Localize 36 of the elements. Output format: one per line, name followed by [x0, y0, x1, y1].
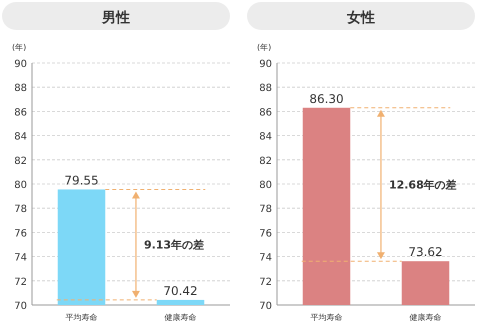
y-tick-label: 72	[14, 276, 27, 288]
data-label: 73.62	[408, 245, 443, 260]
y-axis-title: (年)	[257, 43, 272, 52]
y-tick-label: 86	[259, 107, 272, 118]
y-tick-label: 74	[259, 252, 272, 264]
y-tick-label: 76	[259, 228, 272, 240]
y-tick-label: 84	[259, 132, 272, 143]
annotation: 12.68年の差	[388, 178, 457, 192]
x-tick-label: 平均寿命	[66, 313, 98, 322]
chart-title: 女性	[346, 10, 375, 26]
data-label: 86.30	[309, 92, 344, 106]
y-tick-label: 90	[14, 59, 27, 70]
y-tick-label: 74	[14, 252, 27, 264]
x-tick-label: 健康寿命	[164, 313, 196, 322]
x-tick-label: 平均寿命	[310, 313, 342, 322]
y-tick-label: 90	[259, 59, 272, 70]
y-tick-label: 76	[14, 228, 27, 240]
data-label: 70.42	[163, 284, 198, 298]
y-tick-label: 78	[14, 204, 27, 216]
y-tick-label: 70	[14, 301, 27, 312]
annotation: 9.13年の差	[144, 238, 204, 252]
y-tick-label: 72	[259, 276, 272, 288]
chart-title: 男性	[101, 10, 130, 26]
y-tick-label: 84	[14, 132, 27, 143]
y-tick-label: 82	[259, 156, 272, 167]
y-tick-label: 70	[259, 301, 272, 312]
y-axis-title: (年)	[12, 43, 26, 52]
y-tick-label: 82	[14, 156, 27, 167]
y-tick-label: 80	[259, 180, 272, 191]
y-tick-label: 80	[14, 180, 27, 191]
x-tick-label: 健康寿命	[410, 313, 442, 322]
y-tick-label: 78	[259, 204, 272, 216]
y-tick-label: 88	[14, 83, 27, 94]
y-tick-label: 88	[259, 83, 272, 94]
y-tick-label: 86	[14, 107, 27, 118]
data-label: 79.55	[64, 173, 99, 188]
